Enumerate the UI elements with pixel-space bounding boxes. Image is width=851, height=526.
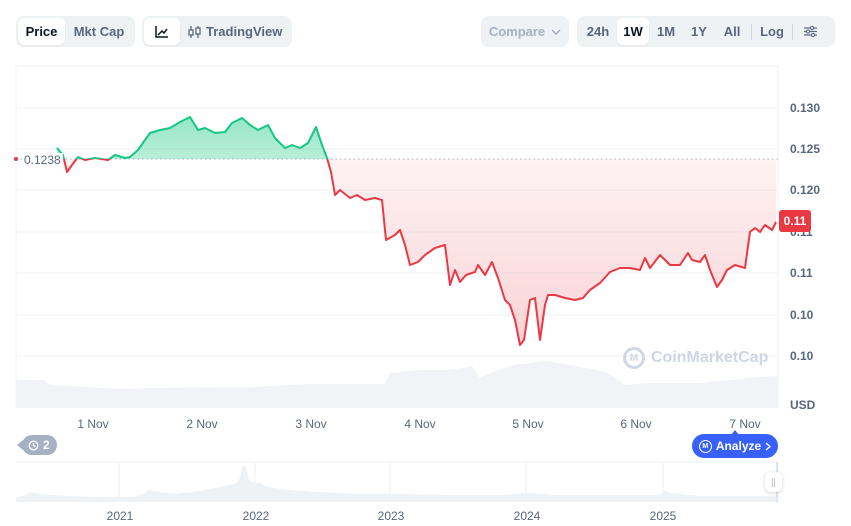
range-1m[interactable]: 1M	[656, 24, 676, 39]
x-tick: 2 Nov	[186, 417, 218, 431]
navigator-year: 2024	[513, 509, 541, 523]
history-icon	[28, 440, 39, 450]
price-line-up	[56, 116, 329, 159]
currency-label: USD	[790, 398, 816, 412]
line-chart-icon	[155, 25, 168, 38]
coinmarketcap-watermark: M CoinMarketCap	[623, 347, 768, 369]
range-1w[interactable]: 1W	[617, 18, 649, 45]
history-badge[interactable]: 2	[17, 435, 57, 455]
range-1y[interactable]: 1Y	[691, 24, 707, 39]
volume-area	[16, 361, 778, 408]
analyze-button[interactable]: M Analyze	[692, 434, 778, 458]
x-tick: 7 Nov	[729, 417, 761, 431]
log-toggle[interactable]: Log	[760, 24, 784, 39]
y-tick: 0.120	[790, 183, 821, 197]
chart-type-tabs: Price Mkt Cap	[16, 16, 135, 47]
navigator[interactable]	[16, 461, 778, 502]
navigator-handle[interactable]: ||	[765, 472, 782, 492]
y-tick: 0.11	[790, 266, 813, 280]
tab-price[interactable]: Price	[18, 18, 65, 45]
analyze-label: Analyze	[715, 439, 762, 453]
x-tick: 3 Nov	[295, 417, 327, 431]
chart-settings-button[interactable]	[795, 18, 825, 45]
divider	[751, 23, 752, 40]
compare-label: Compare	[488, 24, 546, 39]
tab-mkt-cap[interactable]: Mkt Cap	[73, 24, 125, 39]
watermark-text: CoinMarketCap	[651, 349, 769, 366]
sliders-icon	[803, 26, 817, 37]
x-tick: 4 Nov	[404, 417, 436, 431]
view-tabs: TradingView	[142, 16, 293, 47]
navigator-year: 2021	[106, 509, 134, 523]
navigator-year: 2022	[242, 509, 270, 523]
line-chart-button[interactable]	[144, 18, 180, 45]
x-tick: 6 Nov	[620, 417, 652, 431]
tradingview-label: TradingView	[206, 24, 283, 39]
y-tick: 0.10	[790, 308, 814, 322]
x-tick: 1 Nov	[77, 417, 109, 431]
x-tick: 5 Nov	[512, 417, 544, 431]
y-tick: 0.125	[790, 142, 821, 156]
chevron-down-icon	[551, 28, 561, 35]
y-tick: 0.130	[790, 101, 821, 115]
y-tick: 0.10	[790, 349, 814, 363]
history-count: 2	[43, 438, 50, 452]
candlestick-icon	[188, 25, 201, 38]
tradingview-button[interactable]: TradingView	[180, 18, 290, 45]
baseline-price-label: 0.1238	[22, 153, 63, 167]
baseline-marker	[14, 157, 18, 161]
coinmarketcap-logo-icon: M	[623, 347, 645, 369]
range-all[interactable]: All	[723, 24, 741, 39]
navigator-year: 2023	[377, 509, 405, 523]
current-price-tag: 0.11	[779, 210, 811, 232]
coinmarketcap-ai-icon: M	[698, 439, 712, 453]
divider	[792, 23, 793, 40]
navigator-year: 2025	[649, 509, 677, 523]
price-line-down	[62, 159, 777, 346]
chevron-right-icon	[765, 441, 772, 451]
compare-dropdown[interactable]: Compare	[481, 16, 569, 47]
range-24h[interactable]: 24h	[586, 24, 610, 39]
range-tabs: 24h 1W 1M 1Y All Log	[577, 16, 835, 47]
